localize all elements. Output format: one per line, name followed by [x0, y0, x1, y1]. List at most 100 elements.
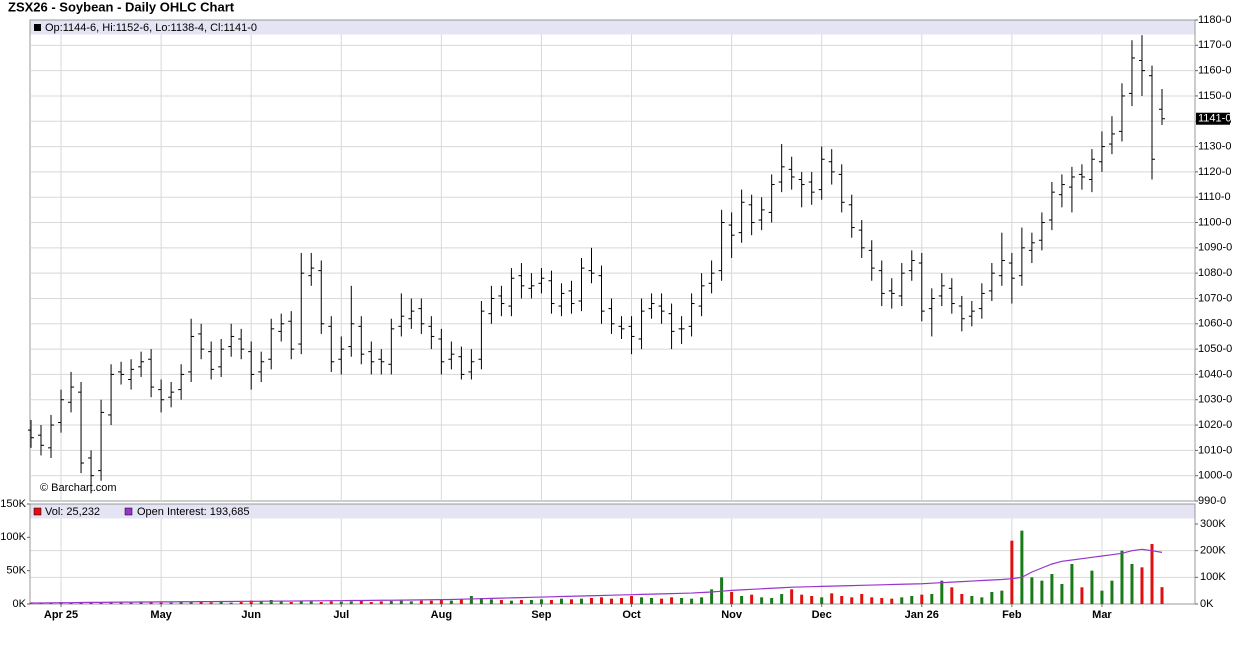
- y2-tick-label: 300K: [1200, 518, 1226, 530]
- volume-bar: [369, 602, 373, 604]
- volume-bar: [1020, 530, 1024, 604]
- volume-bar: [209, 602, 213, 604]
- y-tick-label: 1170-0: [1198, 39, 1231, 51]
- volume-bar: [1040, 580, 1044, 604]
- volume-bar: [259, 601, 263, 604]
- volume-bar: [129, 602, 133, 604]
- volume-bar: [860, 594, 864, 604]
- volume-bar: [89, 602, 93, 604]
- volume-bar: [1010, 540, 1014, 604]
- x-tick-label: Sep: [531, 609, 551, 621]
- x-tick-label: Apr 25: [44, 609, 78, 621]
- volume-bar: [589, 598, 593, 604]
- volume-bar: [219, 602, 223, 604]
- volume-bar: [229, 602, 233, 604]
- x-tick-label: Feb: [1002, 609, 1022, 621]
- y-tick-label: 1050-0: [1198, 343, 1232, 355]
- volume-bar: [509, 600, 513, 604]
- volume-bar: [319, 602, 323, 604]
- volume-bar: [910, 596, 914, 604]
- volume-bar: [900, 597, 904, 604]
- volume-bar: [770, 598, 774, 604]
- volume-bar: [449, 600, 453, 604]
- volume-bar: [760, 597, 764, 604]
- volume-bar: [359, 600, 363, 604]
- volume-bar: [489, 599, 493, 604]
- volume-bar: [539, 599, 543, 604]
- volume-bar: [1070, 564, 1074, 604]
- price-legend-strip: [30, 20, 1195, 35]
- volume-bar: [179, 602, 183, 604]
- y-tick-label: 1160-0: [1198, 65, 1231, 77]
- x-tick-label: Jan 26: [905, 609, 939, 621]
- chart-title: ZSX26 - Soybean - Daily OHLC Chart: [8, 0, 235, 14]
- volume-bar: [1080, 587, 1084, 604]
- x-tick-label: Oct: [622, 609, 641, 621]
- volume-bar: [429, 600, 433, 604]
- y-tick-label: 1080-0: [1198, 267, 1232, 279]
- x-tick-label: May: [150, 609, 172, 621]
- volume-legend: Vol: 25,232: [45, 506, 100, 518]
- volume-bar: [810, 596, 814, 604]
- volume-bar: [610, 598, 614, 604]
- y-tick-label: 50K: [6, 565, 26, 577]
- volume-bar: [559, 598, 563, 604]
- volume-bar: [1030, 577, 1034, 604]
- volume-bar: [169, 602, 173, 604]
- y-tick-label: 1010-0: [1198, 444, 1232, 456]
- volume-bar: [1110, 580, 1114, 604]
- y-tick-label: 990-0: [1198, 495, 1226, 507]
- volume-bar: [970, 596, 974, 604]
- volume-bar: [660, 598, 664, 604]
- volume-bar: [519, 600, 523, 604]
- volume-bar: [880, 598, 884, 604]
- volume-bar: [1050, 574, 1054, 604]
- volume-bar: [149, 602, 153, 604]
- volume-bar: [780, 594, 784, 604]
- volume-bar: [920, 594, 924, 604]
- volume-bar: [960, 594, 964, 604]
- volume-bar: [700, 597, 704, 604]
- volume-bar: [670, 597, 674, 604]
- x-tick-label: Jun: [241, 609, 261, 621]
- volume-bar: [710, 589, 714, 604]
- x-tick-label: Jul: [333, 609, 349, 621]
- volume-bar: [930, 594, 934, 604]
- volume-bar: [249, 600, 253, 604]
- volume-bar: [289, 602, 293, 604]
- last-price-label: 1141-0: [1198, 113, 1231, 125]
- volume-bar: [459, 599, 463, 604]
- volume-bar: [499, 600, 503, 604]
- volume-bar: [1120, 550, 1124, 604]
- volume-bar: [800, 594, 804, 604]
- volume-bar: [690, 598, 694, 604]
- x-tick-label: Aug: [431, 609, 452, 621]
- price-legend: Op:1144-6, Hi:1152-6, Lo:1138-4, Cl:1141…: [45, 22, 257, 34]
- volume-bar: [119, 602, 123, 604]
- volume-bar: [1090, 570, 1094, 604]
- volume-bar: [339, 601, 343, 604]
- volume-bar: [730, 592, 734, 604]
- y2-tick-label: 0K: [1200, 598, 1214, 610]
- volume-bar: [439, 600, 443, 604]
- volume-bar: [69, 602, 73, 604]
- y-tick-label: 1060-0: [1198, 318, 1232, 330]
- volume-bar: [890, 598, 894, 604]
- volume-bar: [820, 597, 824, 604]
- oi-legend-swatch: [124, 507, 133, 516]
- x-tick-label: Dec: [812, 609, 832, 621]
- y-tick-label: 1110-0: [1198, 191, 1231, 203]
- volume-bar: [1140, 567, 1144, 604]
- volume-bar: [569, 599, 573, 604]
- volume-bar: [549, 600, 553, 604]
- y2-tick-label: 200K: [1200, 545, 1226, 557]
- volume-bar: [790, 589, 794, 604]
- last-price-badge: [1196, 112, 1230, 125]
- volume-bar: [940, 580, 944, 604]
- volume-bar: [620, 598, 624, 604]
- volume-bar: [399, 600, 403, 604]
- volume-bar: [680, 598, 684, 604]
- watermark: © Barchart.com: [40, 482, 117, 494]
- y-tick-label: 1100-0: [1198, 216, 1231, 228]
- volume-legend-swatch: [33, 507, 42, 516]
